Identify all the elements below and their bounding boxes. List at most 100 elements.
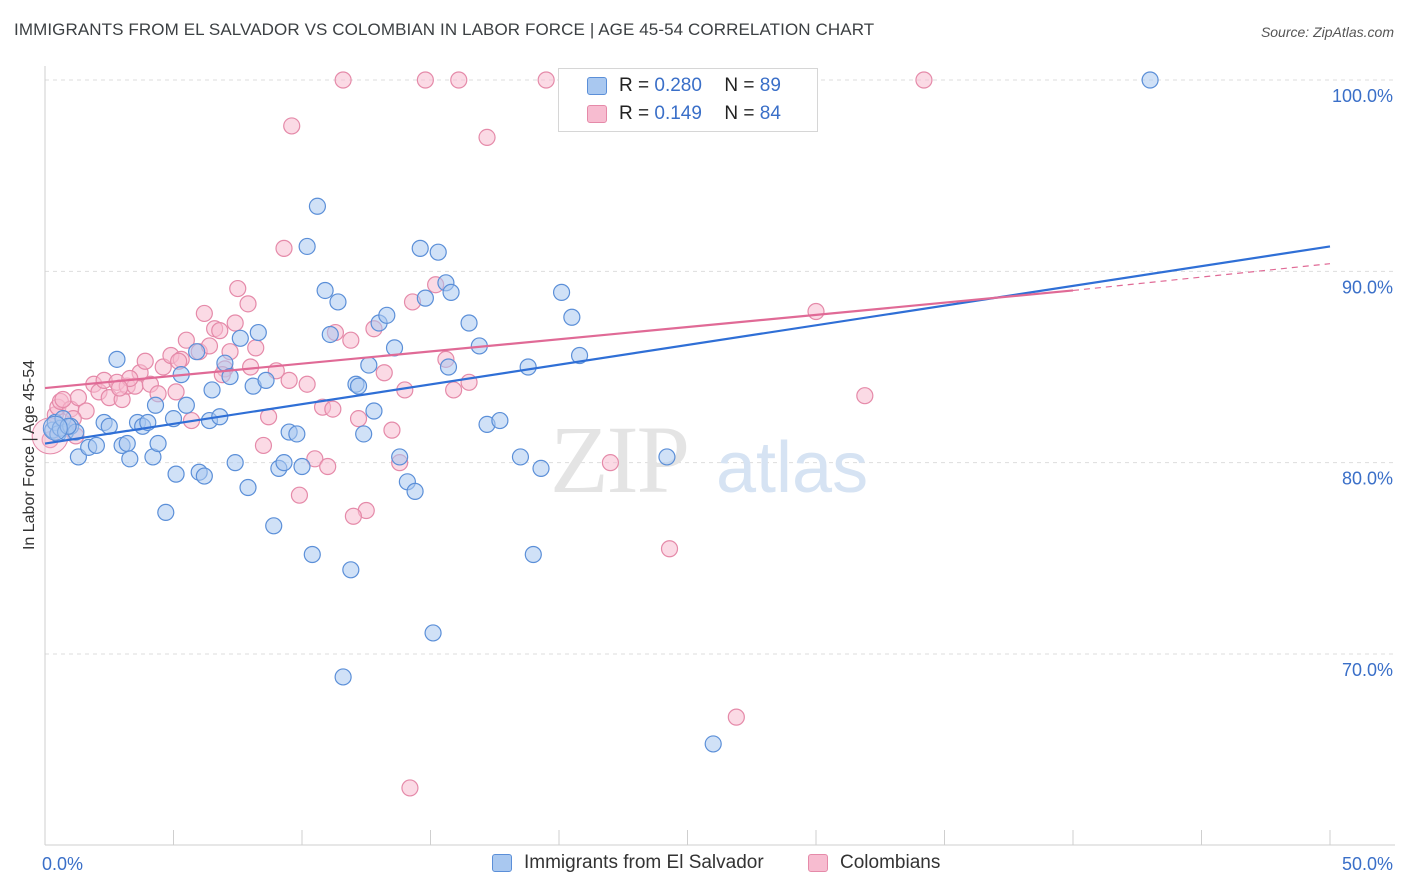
colombians-point [306,450,324,468]
el-salvador-point [188,343,206,361]
colombians-point [177,331,195,349]
el-salvador-point-cluster [42,415,68,441]
el-salvador-point [59,417,77,435]
el-salvador-point [1141,71,1159,89]
el-salvador-point [121,450,139,468]
el-salvador-trend-line [44,245,1331,445]
colombians-point [54,390,72,409]
y-tick-label: 80.0% [1342,469,1393,489]
colombians-point [727,708,745,726]
el-salvador-point [429,243,447,261]
bottom-legend-pink: Colombians [808,852,940,874]
el-salvador-point [118,434,136,453]
colombians-point [856,387,874,405]
legend: R = 0.280 N = 89 R = 0.149 N = 84 [558,68,818,132]
el-salvador-point [329,293,347,311]
colombians-trend-line [44,289,1074,390]
el-salvador-point [570,346,589,365]
colombians-point [319,457,337,476]
colombians-trend-line-extension [1072,263,1331,292]
el-salvador-point [249,323,267,342]
colombians-point [298,375,316,393]
colombians-point [401,779,419,797]
tick-labels: 70.0% 80.0% 90.0% 100.0% 0.0% 50.0% [42,86,1393,874]
el-salvador-point [316,281,334,300]
watermark: ZIP atlas [550,406,868,513]
el-salvador-point [288,425,306,443]
el-salvador-point [406,482,424,500]
bottom-legend-blue: Immigrants from El Salvador [492,852,764,874]
el-salvador-point [411,239,429,257]
colombians-point [450,71,468,89]
colombians-point [375,364,393,382]
el-salvador-point [355,425,373,443]
el-salvador-point [334,668,352,686]
legend-row-pink: R = 0.149 N = 84 [587,102,781,126]
source-label: Source: ZipAtlas.com [1260,24,1394,40]
colombians-point [211,322,229,340]
el-salvador-point [321,325,339,344]
x-tick-label: 50.0% [1342,854,1393,874]
legend-r-label: R = [619,75,650,96]
bottom-legend-swatch-pink [808,854,828,872]
colombians-point [195,304,213,323]
colombians-point [383,421,401,439]
colombians-point [229,279,247,298]
x-tick-label: 0.0% [42,854,83,874]
el-salvador-point [308,197,327,215]
el-salvador-point [349,377,368,395]
colombians-point [342,331,360,349]
legend-n-value-pink: 84 [759,103,781,124]
bottom-legend-label-pink: Colombians [840,852,941,873]
colombians-point [247,339,265,357]
el-salvador-point [439,358,458,376]
el-salvador-point [167,465,185,483]
legend-row-blue: R = 0.280 N = 89 [587,74,781,98]
colombians-point [167,383,185,401]
colombians-point [283,117,301,135]
el-salvador-point [221,367,239,386]
colombians-point [344,507,362,525]
y-tick-label: 70.0% [1342,660,1393,680]
el-salvador-point [524,545,542,564]
el-salvador-point [226,454,244,472]
el-salvador-point [87,436,106,455]
colombians-point [324,400,342,418]
colombians-point [280,371,298,389]
axes [44,66,1395,846]
el-salvador-point [391,448,409,466]
colombians-point [334,71,352,89]
el-salvador-point [265,517,283,535]
el-salvador-point [491,411,509,430]
colombians-point [226,314,244,332]
el-salvador-point [563,308,581,326]
legend-swatch-pink [587,105,607,123]
legend-r-value-blue: 0.280 [654,75,702,96]
series-el-salvador [42,71,1159,753]
bottom-legend-swatch-blue [492,854,512,872]
el-salvador-point [460,314,478,332]
colombians-point [416,71,434,89]
colombians-point [254,436,273,455]
el-salvador-point [378,306,396,324]
el-salvador-point [442,283,460,301]
legend-r-value-pink: 0.149 [654,103,702,124]
el-salvador-point [275,454,293,472]
y-axis-label: In Labor Force | Age 45-54 [21,360,38,550]
colombians-point [660,540,679,558]
el-salvador-point [149,434,167,453]
colombians-point [601,454,620,472]
el-salvador-point [532,459,550,477]
el-salvador-point [108,350,126,368]
legend-r-label: R = [619,103,650,124]
el-salvador-point [704,735,722,753]
el-salvador-point [195,467,213,485]
el-salvador-point [293,457,311,476]
trend-lines [44,245,1331,445]
el-salvador-point [257,371,275,389]
y-tick-label: 90.0% [1342,277,1393,297]
y-tick-label: 100.0% [1332,86,1393,106]
colombians-point [349,410,368,428]
colombians-point [915,71,933,89]
el-salvador-point [658,448,676,466]
